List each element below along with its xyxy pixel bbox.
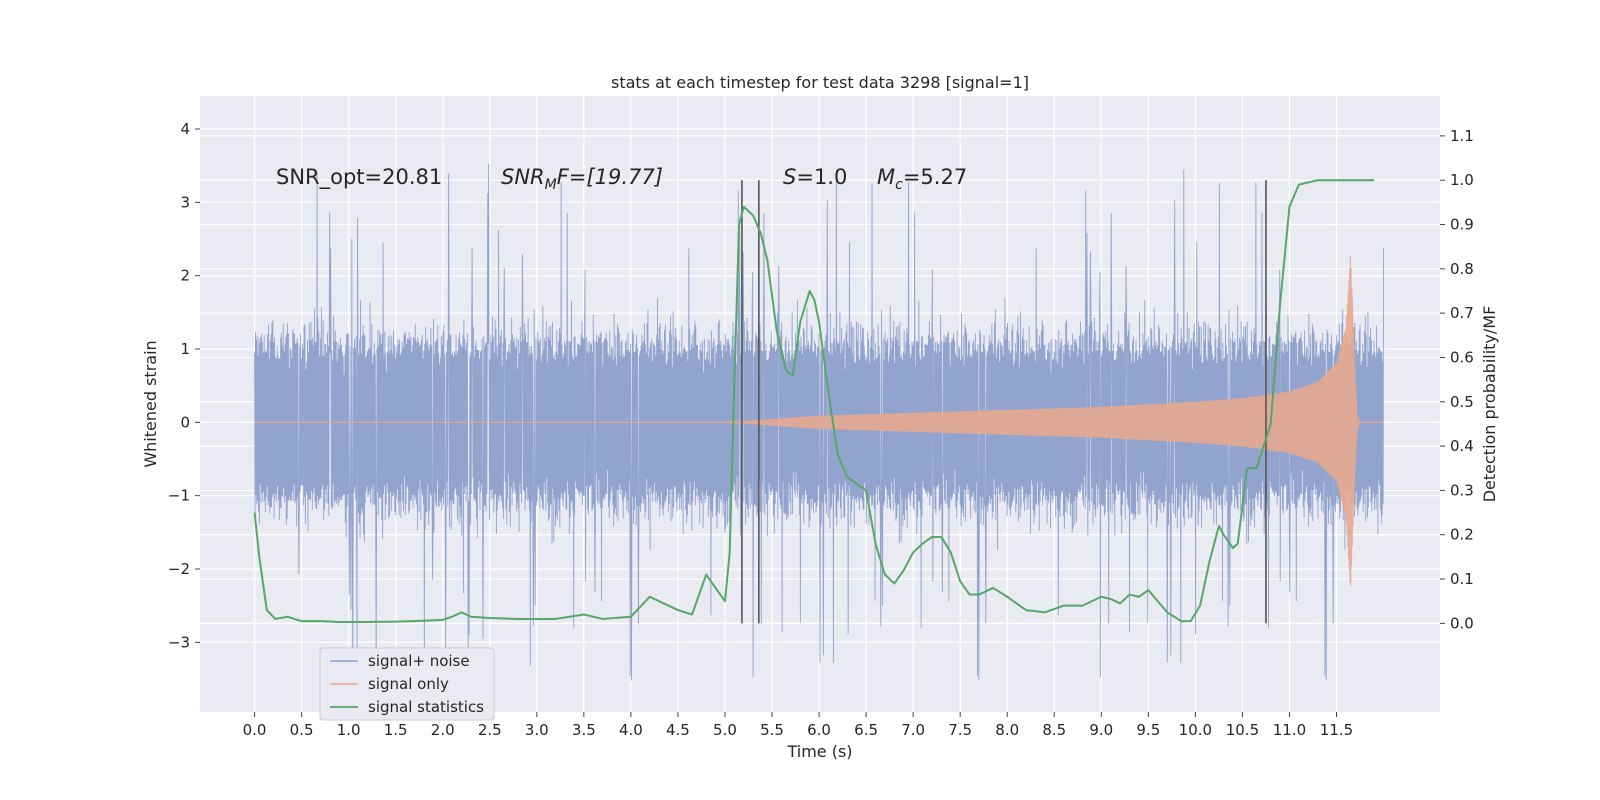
x-tick-label: 0.5 <box>290 721 314 739</box>
y-right-tick-label: 0.1 <box>1450 570 1474 588</box>
legend-label-signal-only: signal only <box>368 675 449 693</box>
x-tick-label: 8.0 <box>995 721 1019 739</box>
axis-ticks: 0.0 0.5 1.0 1.5 2.0 2.5 3.0 3.5 4.0 4.5 5.0 5.5 6.0 6… <box>168 120 1474 739</box>
annotation-mc-val: =5.27 <box>903 165 967 189</box>
x-tick-label: 4.5 <box>666 721 690 739</box>
annotation-mc-sub: c <box>895 177 903 193</box>
statistics-line <box>253 179 1375 624</box>
y-tick-label: −3 <box>168 633 190 651</box>
y-tick-label: −2 <box>168 560 190 578</box>
y-right-tick-label: 0.8 <box>1450 260 1474 278</box>
series-signal-only <box>254 256 1384 587</box>
noise-trace <box>254 163 1385 683</box>
x-tick-label: 5.5 <box>760 721 784 739</box>
chart-title: stats at each timestep for test data 329… <box>611 73 1029 92</box>
x-tick-label: 6.0 <box>807 721 831 739</box>
x-tick-label: 3.5 <box>572 721 596 739</box>
legend-box <box>319 647 495 721</box>
y-axis-label-right: Detection probability/MF <box>1480 306 1499 503</box>
y-right-tick-label: 1.0 <box>1450 171 1474 189</box>
y-tick-label: 2 <box>180 267 190 285</box>
x-tick-label: 11.0 <box>1273 721 1306 739</box>
signal-trace <box>254 256 1384 587</box>
legend-label-signal-statistics: signal statistics <box>368 698 484 716</box>
x-tick-label: 6.5 <box>854 721 878 739</box>
y-tick-label: −1 <box>168 487 190 505</box>
x-tick-label: 7.5 <box>948 721 972 739</box>
y-right-tick-label: 0.2 <box>1450 526 1474 544</box>
annotation-s-val: =1.0 <box>796 165 847 189</box>
legend: signal+ noise signal only signal statist… <box>319 647 495 721</box>
annotation-snr-mf: SNRMF=[19.77] <box>501 165 663 193</box>
x-tick-label: 10.5 <box>1226 721 1259 739</box>
x-tick-label: 8.5 <box>1042 721 1066 739</box>
x-tick-label: 10.0 <box>1179 721 1212 739</box>
annotation-mc-var: M <box>877 165 895 189</box>
x-tick-label: 7.0 <box>901 721 925 739</box>
x-tick-label: 3.0 <box>525 721 549 739</box>
x-tick-label: 0.0 <box>243 721 267 739</box>
x-tick-label: 1.0 <box>337 721 361 739</box>
x-tick-label: 5.0 <box>713 721 737 739</box>
annotation-snr-mf-base: SNR <box>501 165 545 189</box>
y-right-tick-label: 1.1 <box>1450 127 1474 145</box>
x-axis-label: Time (s) <box>786 742 852 761</box>
annotation-snr-mf-sub: M <box>545 177 557 193</box>
x-tick-label: 9.5 <box>1136 721 1160 739</box>
y-tick-label: 4 <box>180 120 190 138</box>
annotation-snr-opt: SNR_opt=20.81 <box>276 165 442 190</box>
annotation-snr-mf-tail: F=[19.77] <box>557 165 663 189</box>
annotation-s-var: S <box>783 165 796 189</box>
y-tick-label: 1 <box>180 340 190 358</box>
series-signal-statistics <box>253 179 1375 624</box>
y-right-tick-label: 0.6 <box>1450 348 1474 366</box>
y-right-tick-label: 0.9 <box>1450 216 1474 234</box>
annotation-mc: Mc=5.27 <box>877 165 967 193</box>
x-tick-label: 2.0 <box>431 721 455 739</box>
y-right-tick-label: 0.3 <box>1450 481 1474 499</box>
annotation-s: S=1.0 <box>783 165 847 189</box>
x-tick-label: 11.5 <box>1320 721 1353 739</box>
x-tick-label: 4.0 <box>619 721 643 739</box>
x-tick-label: 2.5 <box>478 721 502 739</box>
y-axis-label: Whitened strain <box>141 340 160 467</box>
y-tick-label: 0 <box>180 413 190 431</box>
x-tick-label: 1.5 <box>384 721 408 739</box>
legend-label-signal-noise: signal+ noise <box>368 652 470 670</box>
y-right-tick-label: 0.4 <box>1450 437 1474 455</box>
y-right-tick-label: 0.5 <box>1450 393 1474 411</box>
series-signal-noise <box>254 163 1385 683</box>
y-right-tick-label: 0.7 <box>1450 304 1474 322</box>
y-right-tick-label: 0.0 <box>1450 614 1474 632</box>
x-tick-label: 9.0 <box>1089 721 1113 739</box>
vertical-markers <box>741 180 1267 624</box>
y-tick-label: 3 <box>180 193 190 211</box>
